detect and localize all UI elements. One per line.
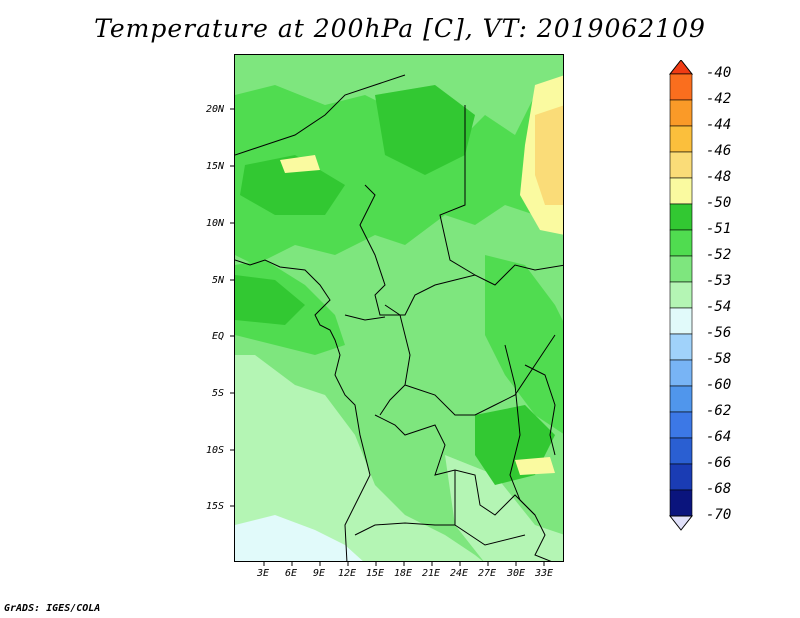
colorbar-segment — [669, 203, 693, 231]
field-band-minus52-east — [485, 255, 563, 434]
colorbar-segment — [669, 125, 693, 153]
lon-ticks — [263, 562, 545, 566]
colorbar-label: -51 — [706, 221, 732, 237]
colorbar — [668, 60, 694, 531]
colorbar-segment — [669, 489, 693, 517]
colorbar-segment — [669, 333, 693, 361]
field-band-minus50-chad — [280, 155, 320, 173]
field-band-minus51-a — [375, 85, 475, 175]
lon-label-33e: 33E — [535, 568, 554, 579]
lat-label-10n: 10N — [206, 218, 225, 229]
colorbar-label: -46 — [706, 143, 732, 159]
lat-label-20n: 20N — [206, 104, 225, 115]
lon-label-12e: 12E — [338, 568, 357, 579]
temperature-field — [235, 55, 563, 561]
colorbar-label: -60 — [706, 377, 732, 393]
colorbar-label: -66 — [706, 455, 732, 471]
lat-label-5n: 5N — [212, 275, 225, 286]
colorbar-segment — [669, 281, 693, 309]
lat-label-15n: 15N — [206, 161, 225, 172]
lat-ticks — [230, 108, 234, 507]
colorbar-segment — [669, 463, 693, 491]
colorbar-bottom-arrow — [668, 515, 694, 531]
colorbar-segment — [669, 411, 693, 439]
colorbar-label: -62 — [706, 403, 732, 419]
colorbar-top-arrow — [668, 60, 694, 75]
map-title: Temperature at 200hPa [C], VT: 201906210… — [94, 14, 706, 43]
colorbar-label: -68 — [706, 481, 732, 497]
credit-text: GrADS: IGES/COLA — [4, 603, 101, 614]
map-panel — [234, 54, 564, 562]
colorbar-label: -64 — [706, 429, 732, 445]
field-band-minus54 — [235, 355, 483, 561]
colorbar-segment — [669, 255, 693, 283]
colorbar-segment — [669, 437, 693, 465]
colorbar-segment — [669, 151, 693, 179]
field-band-minus52-north — [235, 85, 563, 265]
lon-label-24e: 24E — [450, 568, 469, 579]
lon-label-18e: 18E — [394, 568, 413, 579]
colorbar-label: -70 — [706, 507, 732, 523]
colorbar-segment — [669, 229, 693, 257]
lon-label-21e: 21E — [422, 568, 441, 579]
field-band-minus56 — [235, 515, 363, 561]
lat-label-10s: 10S — [206, 445, 225, 456]
lon-label-27e: 27E — [478, 568, 497, 579]
lat-label-eq: EQ — [212, 331, 225, 342]
colorbar-label: -48 — [706, 169, 732, 185]
colorbar-segment — [669, 73, 693, 101]
lat-label-15s: 15S — [206, 501, 225, 512]
colorbar-label: -40 — [706, 65, 732, 81]
colorbar-label: -53 — [706, 273, 732, 289]
colorbar-label: -54 — [706, 299, 732, 315]
lat-label-5s: 5S — [212, 388, 225, 399]
lon-label-3e: 3E — [257, 568, 270, 579]
colorbar-segment — [669, 177, 693, 205]
lon-label-9e: 9E — [313, 568, 326, 579]
colorbar-segment — [669, 307, 693, 335]
field-band-minus51-c — [235, 275, 305, 325]
lon-label-6e: 6E — [285, 568, 298, 579]
colorbar-label: -58 — [706, 351, 732, 367]
colorbar-label: -42 — [706, 91, 732, 107]
field-band-minus50-lake — [515, 457, 555, 475]
colorbar-segment — [669, 359, 693, 387]
colorbar-label: -50 — [706, 195, 732, 211]
lon-label-30e: 30E — [507, 568, 526, 579]
lon-label-15e: 15E — [366, 568, 385, 579]
colorbar-label: -52 — [706, 247, 732, 263]
field-band-minus54-east — [445, 455, 563, 561]
country-borders — [235, 74, 563, 561]
colorbar-label: -44 — [706, 117, 732, 133]
field-band-minus48 — [535, 105, 563, 205]
colorbar-segment — [669, 99, 693, 127]
colorbar-segment — [669, 385, 693, 413]
colorbar-label: -56 — [706, 325, 732, 341]
